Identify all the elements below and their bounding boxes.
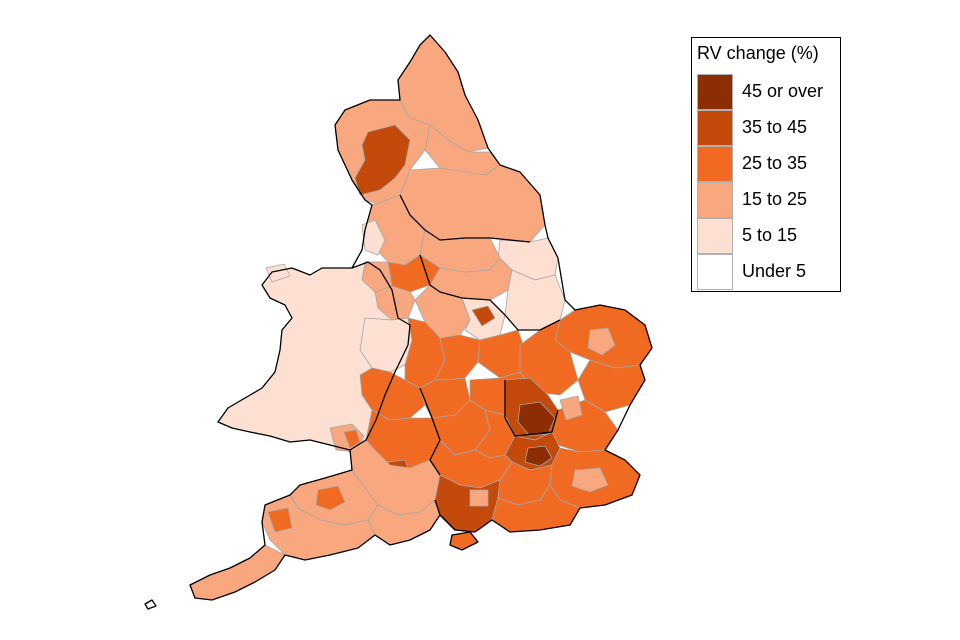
legend-item-under-5: Under 5 xyxy=(697,254,837,290)
region-somerset-mid xyxy=(315,485,346,511)
legend-swatch xyxy=(697,110,733,146)
legend-item-5-to-15: 5 to 15 xyxy=(697,218,837,254)
region-devon-hot xyxy=(267,507,293,533)
legend-swatch xyxy=(697,254,733,290)
region-nottingham-hot xyxy=(471,305,496,327)
legend-label: 5 to 15 xyxy=(742,225,798,245)
legend-swatch xyxy=(697,146,733,182)
scilly-isles xyxy=(144,599,157,610)
legend-item-45-or-over: 45 or over xyxy=(697,74,837,110)
east-england xyxy=(469,304,653,453)
region-kent-light xyxy=(571,467,609,493)
region-cumbria-core xyxy=(354,124,411,196)
isle-of-wight-outline xyxy=(449,531,479,551)
region-norfolk-light xyxy=(587,327,616,356)
legend-swatch xyxy=(697,182,733,218)
midlands xyxy=(359,257,566,421)
region-south-wales-b xyxy=(343,429,361,449)
region-border-north xyxy=(399,194,531,243)
region-anglesey xyxy=(265,263,291,283)
region-border-southeast xyxy=(434,499,456,531)
region-border-south xyxy=(419,387,441,476)
legend-label: 35 to 45 xyxy=(742,117,808,137)
legend-item-15-to-25: 15 to 25 xyxy=(697,182,837,218)
map-legend: RV change (%) 45 or over 35 to 45 25 to … xyxy=(691,37,841,292)
north-england xyxy=(334,34,559,293)
region-border-midlands xyxy=(419,254,561,331)
england-wales-coastline xyxy=(189,34,653,601)
region-london-core xyxy=(524,445,553,467)
legend-title: RV change (%) xyxy=(697,43,819,63)
region-essex-light xyxy=(559,395,583,421)
region-border-east xyxy=(504,380,559,437)
legend-item-35-to-45: 35 to 45 xyxy=(697,110,837,146)
legend-label: Under 5 xyxy=(742,261,807,281)
region-lancashire-mix xyxy=(361,219,386,256)
legend-label: 15 to 25 xyxy=(742,189,808,209)
legend-swatch xyxy=(697,218,733,254)
region-hampshire-light xyxy=(469,489,489,507)
legend-item-25-to-35: 25 to 35 xyxy=(697,146,837,182)
legend-label: 25 to 35 xyxy=(742,153,808,173)
legend-swatch xyxy=(697,74,733,110)
legend-label: 45 or over xyxy=(742,81,824,101)
england-wales-border xyxy=(349,261,411,451)
